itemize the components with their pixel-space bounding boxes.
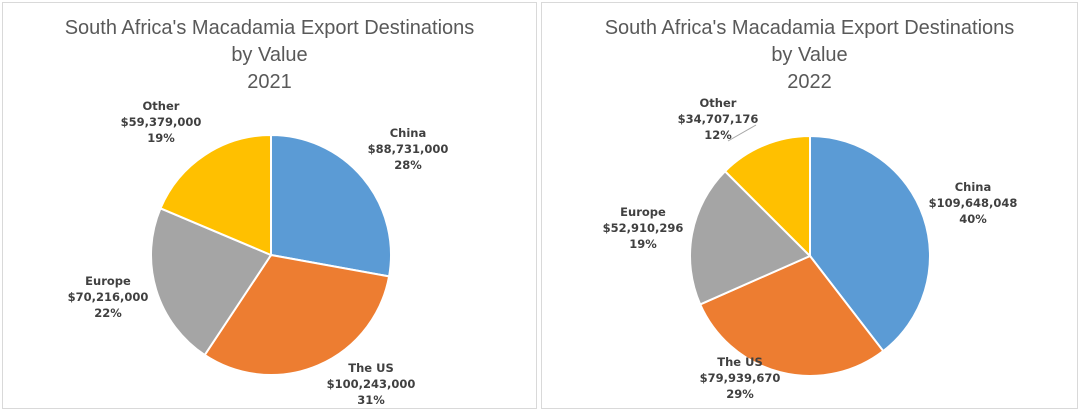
data-label-value: $70,216,000	[68, 290, 149, 304]
chart-title: South Africa's Macadamia Export Destinat…	[542, 15, 1077, 96]
chart-title-line-3: 2022	[787, 71, 832, 93]
data-label-value: $100,243,000	[327, 377, 416, 391]
data-label-europe: Europe $52,910,296 19%	[603, 205, 684, 251]
data-label-name: Other	[700, 96, 737, 110]
data-label-name: The US	[348, 361, 393, 375]
data-label-value: $79,939,670	[700, 371, 781, 385]
pie-slice-china	[809, 134, 931, 353]
data-label-the-us: The US $79,939,670 29%	[700, 355, 781, 401]
data-label-percent: 19%	[147, 131, 175, 145]
pie-slice-the-us	[203, 253, 391, 376]
data-label-name: Other	[143, 99, 180, 113]
pie-slice-other	[723, 134, 811, 259]
data-label-other: Other $34,707,176 12%	[678, 96, 759, 142]
data-label-percent: 29%	[726, 387, 754, 401]
data-label-europe: Europe $70,216,000 22%	[68, 274, 149, 320]
pie-slice-europe	[150, 206, 273, 357]
data-label-value: $59,379,000	[121, 115, 202, 129]
data-label-value: $109,648,048	[929, 196, 1018, 210]
data-label-percent: 22%	[94, 306, 122, 320]
data-label-percent: 19%	[629, 237, 657, 251]
data-label-china: China $109,648,048 40%	[929, 180, 1018, 226]
pie-slice-other	[159, 133, 272, 257]
data-label-percent: 12%	[704, 128, 732, 142]
chart-title-line-2: by Value	[771, 44, 848, 66]
data-label-name: Europe	[85, 274, 131, 288]
label-leader-line	[727, 124, 757, 142]
data-label-percent: 28%	[394, 158, 422, 172]
chart-title-line-1: South Africa's Macadamia Export Destinat…	[64, 17, 475, 39]
pie-slice-the-us	[698, 254, 885, 377]
pie-slice-china	[270, 133, 392, 278]
data-label-percent: 31%	[357, 393, 385, 407]
data-label-percent: 40%	[959, 212, 987, 226]
data-label-value: $88,731,000	[368, 142, 449, 156]
data-label-china: China $88,731,000 28%	[368, 126, 449, 172]
data-label-name: The US	[717, 355, 762, 369]
chart-title-line-2: by Value	[231, 44, 308, 66]
pie-slice-europe	[689, 169, 812, 306]
data-label-value: $34,707,176	[678, 112, 759, 126]
chart-panel-2021: South Africa's Macadamia Export Destinat…	[2, 2, 537, 409]
pie-chart-2022: China $109,648,048 40% The US $79,939,670 29%…	[603, 96, 1018, 401]
chart-panel-2022: South Africa's Macadamia Export Destinat…	[541, 2, 1078, 409]
pie-chart-2021: China $88,731,000 28% The US $100,243,000 31%…	[68, 99, 449, 407]
data-label-the-us: The US $100,243,000 31%	[327, 361, 416, 407]
chart-title: South Africa's Macadamia Export Destinat…	[3, 15, 536, 96]
data-label-value: $52,910,296	[603, 221, 684, 235]
chart-title-line-1: South Africa's Macadamia Export Destinat…	[604, 17, 1015, 39]
data-label-other: Other $59,379,000 19%	[121, 99, 202, 145]
data-label-name: China	[955, 180, 992, 194]
data-label-name: Europe	[620, 205, 666, 219]
chart-title-line-3: 2021	[247, 71, 292, 93]
data-label-name: China	[390, 126, 427, 140]
